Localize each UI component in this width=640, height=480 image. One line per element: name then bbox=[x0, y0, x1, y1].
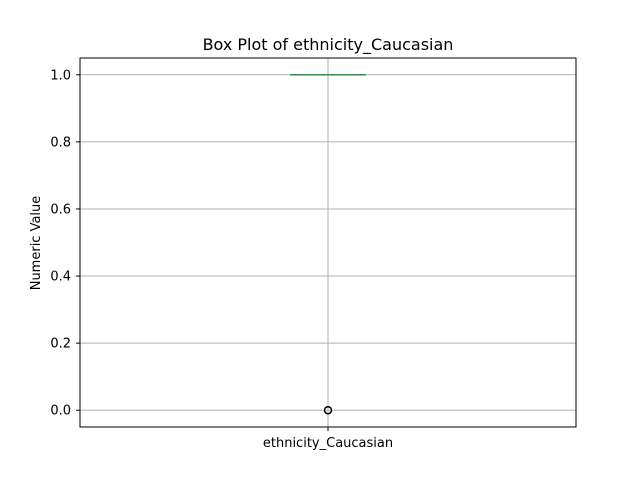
y-axis-label: Numeric Value bbox=[29, 196, 44, 291]
y-tick-label: 0.2 bbox=[50, 337, 71, 352]
x-tick-label: ethnicity_Caucasian bbox=[263, 436, 393, 451]
outlier-point bbox=[323, 405, 333, 415]
box-layer bbox=[290, 74, 366, 415]
y-tick-label: 1.0 bbox=[50, 68, 71, 83]
y-tick-label: 0.6 bbox=[50, 202, 71, 217]
chart-title: Box Plot of ethnicity_Caucasian bbox=[203, 35, 454, 55]
y-tick-label: 0.8 bbox=[50, 135, 71, 150]
y-tick-label: 0.0 bbox=[50, 404, 71, 419]
tick-layer: 0.0 0.2 0.4 0.6 0.8 1.0 ethnicity_Caucasian bbox=[50, 68, 393, 451]
grid-layer bbox=[80, 58, 576, 427]
y-tick-label: 0.4 bbox=[50, 270, 71, 285]
